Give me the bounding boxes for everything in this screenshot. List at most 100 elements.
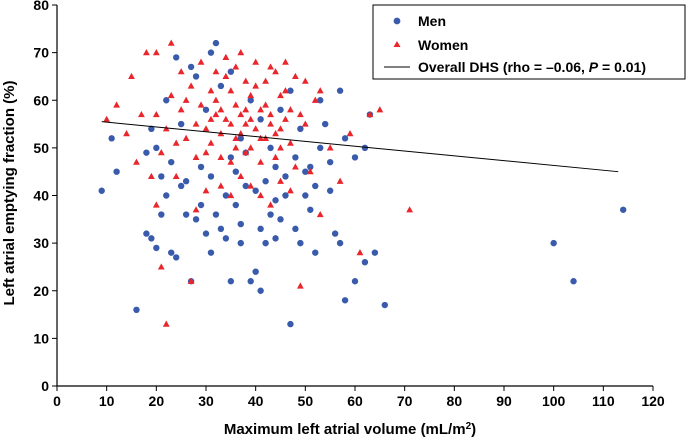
men-point	[153, 144, 160, 152]
x-tick-label: 50	[298, 393, 314, 409]
women-point	[301, 120, 309, 127]
men-point	[192, 216, 200, 223]
men-point	[307, 163, 314, 171]
x-tick-label: 80	[447, 393, 463, 409]
men-point	[222, 192, 230, 199]
men-point	[331, 230, 339, 237]
men-point	[371, 249, 379, 256]
data-markers	[98, 39, 627, 328]
women-point	[162, 320, 170, 327]
women-point	[232, 63, 240, 70]
women-point	[217, 182, 225, 189]
men-point	[272, 197, 279, 204]
women-point	[207, 139, 215, 146]
men-point	[227, 154, 235, 161]
women-point	[227, 87, 235, 94]
men-point	[257, 287, 264, 294]
men-point	[158, 173, 165, 180]
men-point	[361, 258, 369, 266]
legend-men-marker	[393, 17, 401, 25]
women-point	[272, 153, 279, 160]
men-point	[361, 144, 369, 152]
men-point	[202, 106, 210, 113]
women-point	[257, 158, 265, 165]
men-point	[143, 149, 150, 156]
women-point	[232, 144, 240, 151]
women-point	[207, 115, 215, 122]
women-point	[282, 87, 289, 94]
men-point	[237, 220, 244, 228]
men-point	[247, 278, 254, 285]
men-point	[182, 178, 190, 185]
women-point	[212, 110, 220, 118]
men-point	[272, 163, 279, 171]
men-point	[207, 249, 215, 256]
women-point	[242, 77, 250, 84]
trendline-group	[101, 121, 619, 173]
men-point	[317, 97, 324, 104]
x-tick-label: 40	[248, 393, 264, 409]
men-point	[163, 97, 170, 104]
women-point	[301, 77, 309, 84]
y-tick-label: 60	[33, 92, 49, 108]
men-point	[341, 297, 349, 304]
women-point	[277, 144, 284, 151]
men-point	[282, 173, 289, 180]
men-point	[217, 225, 225, 233]
men-point	[227, 278, 235, 285]
men-point	[158, 211, 165, 218]
women-point	[252, 125, 260, 132]
men-point	[113, 168, 120, 175]
women-point	[128, 72, 135, 80]
women-point	[346, 129, 354, 137]
women-point	[197, 58, 205, 65]
women-point	[232, 134, 240, 141]
men-point	[277, 216, 284, 223]
women-point	[282, 115, 289, 122]
x-tick-label: 70	[397, 393, 413, 409]
women-point	[267, 120, 274, 127]
men-point	[302, 192, 309, 199]
women-point	[237, 110, 245, 118]
women-point	[202, 149, 210, 156]
men-point	[207, 173, 215, 180]
men-point	[98, 187, 105, 194]
women-point	[123, 129, 130, 137]
women-point	[227, 120, 235, 127]
men-point	[182, 211, 190, 218]
women-point	[133, 158, 140, 165]
men-point	[197, 163, 205, 171]
women-point	[267, 201, 274, 208]
women-point	[237, 172, 245, 180]
men-point	[212, 211, 220, 218]
men-point	[312, 249, 319, 256]
men-point	[550, 239, 557, 247]
women-point	[336, 177, 344, 184]
men-point	[242, 182, 249, 190]
y-tick-label: 80	[33, 0, 49, 13]
women-point	[217, 153, 225, 160]
women-point	[177, 68, 185, 75]
y-tick-label: 10	[33, 330, 49, 346]
men-point	[322, 120, 329, 128]
men-point	[192, 73, 200, 80]
men-point	[287, 320, 294, 328]
women-point	[247, 144, 255, 151]
y-tick-label: 70	[33, 45, 49, 61]
women-point	[287, 139, 294, 146]
y-tick-label: 40	[33, 188, 49, 204]
men-point	[232, 168, 239, 175]
men-point	[133, 306, 140, 313]
men-point	[262, 239, 269, 247]
men-point	[292, 225, 299, 233]
men-point	[237, 135, 244, 142]
x-tick-label: 10	[99, 393, 115, 409]
men-point	[163, 192, 170, 199]
women-point	[152, 201, 160, 208]
men-point	[620, 206, 627, 213]
women-point	[237, 49, 245, 56]
x-tick-label: 60	[347, 393, 363, 409]
x-axis-title: Maximum left atrial volume (mL/m2)	[224, 421, 476, 439]
women-point	[356, 249, 364, 256]
women-point	[257, 134, 265, 141]
